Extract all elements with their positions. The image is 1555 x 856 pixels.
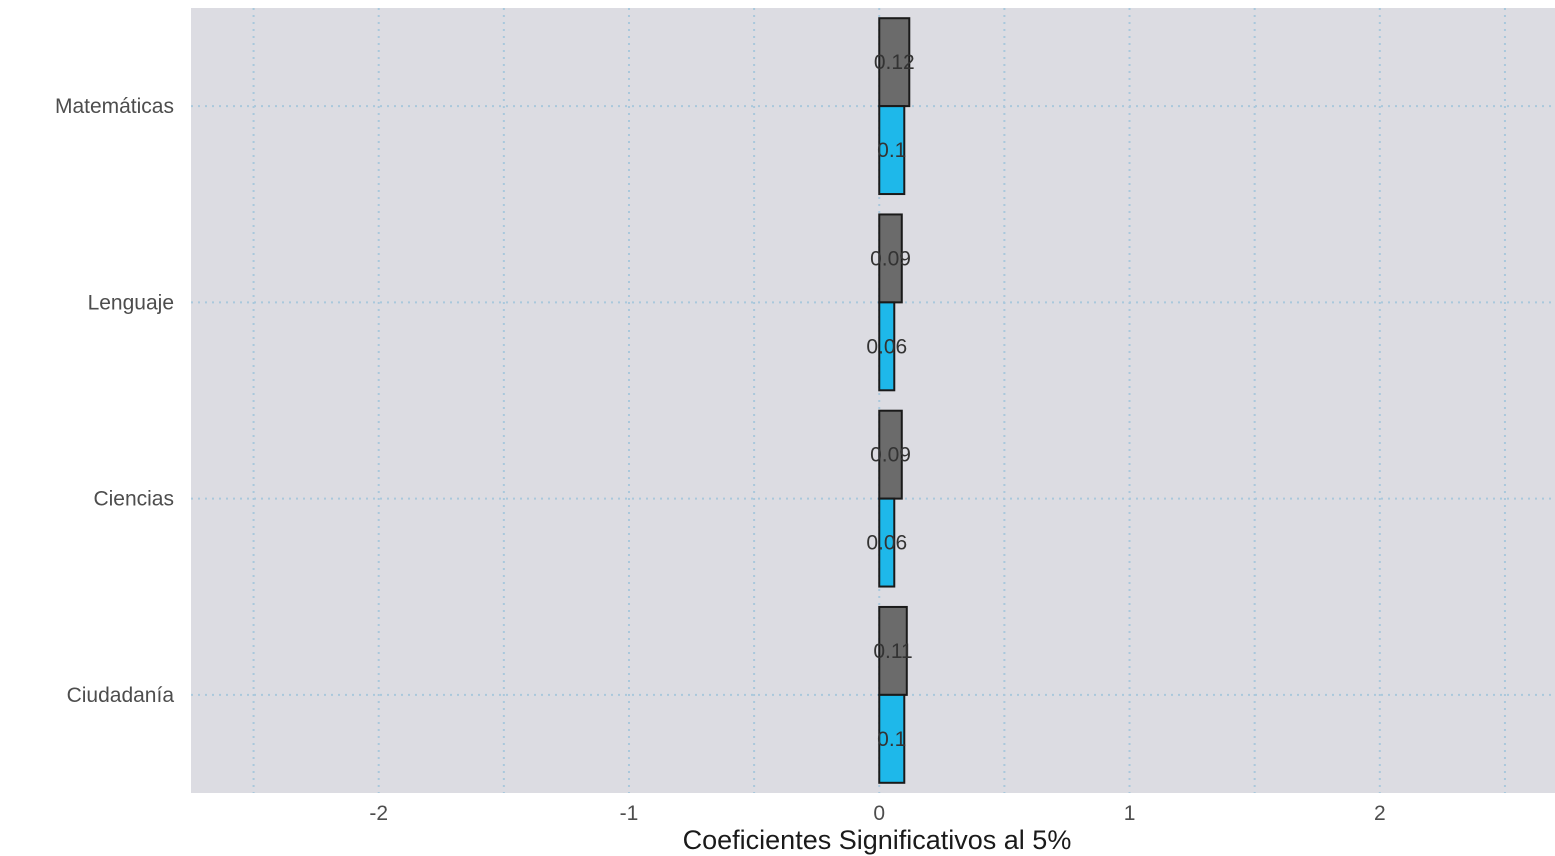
bar-value-label: 0.06 xyxy=(866,335,907,358)
bar xyxy=(878,693,906,784)
x-tick-label: -2 xyxy=(369,802,388,825)
bar-value-label: 0.1 xyxy=(877,139,906,162)
plot-panel xyxy=(191,8,1555,793)
data-labels: 0.12 0.1 0.09 0.06 0.09 0.06 0.11 0.1 xyxy=(866,51,914,751)
bar xyxy=(878,605,908,696)
y-category-label: Ciencias xyxy=(93,488,174,511)
bar-value-label: 0.1 xyxy=(877,728,906,751)
y-axis-category-labels: Matemáticas Lenguaje Ciencias Ciudadanía xyxy=(55,95,174,707)
bar-value-label: 0.06 xyxy=(866,532,907,555)
bar-value-label: 0.09 xyxy=(870,247,911,270)
y-category-label: Ciudadanía xyxy=(67,684,175,707)
bar xyxy=(878,105,906,196)
y-category-label: Lenguaje xyxy=(88,291,174,314)
x-tick-label: 1 xyxy=(1124,802,1136,825)
x-tick-label: 0 xyxy=(873,802,885,825)
bar xyxy=(878,497,896,588)
x-tick-label: -1 xyxy=(620,802,639,825)
y-category-label: Matemáticas xyxy=(55,95,174,118)
bar xyxy=(878,17,911,108)
bar-value-label: 0.11 xyxy=(873,640,912,663)
grid-lines xyxy=(191,8,1555,793)
bar xyxy=(878,301,896,392)
x-tick-label: 2 xyxy=(1374,802,1386,825)
bar-value-label: 0.09 xyxy=(870,444,911,467)
x-axis-tick-labels: -2 -1 0 1 2 xyxy=(369,802,1385,825)
bars xyxy=(878,17,911,784)
bar-value-label: 0.12 xyxy=(874,51,915,74)
x-axis-title: Coeficientes Significativos al 5% xyxy=(683,825,1072,855)
